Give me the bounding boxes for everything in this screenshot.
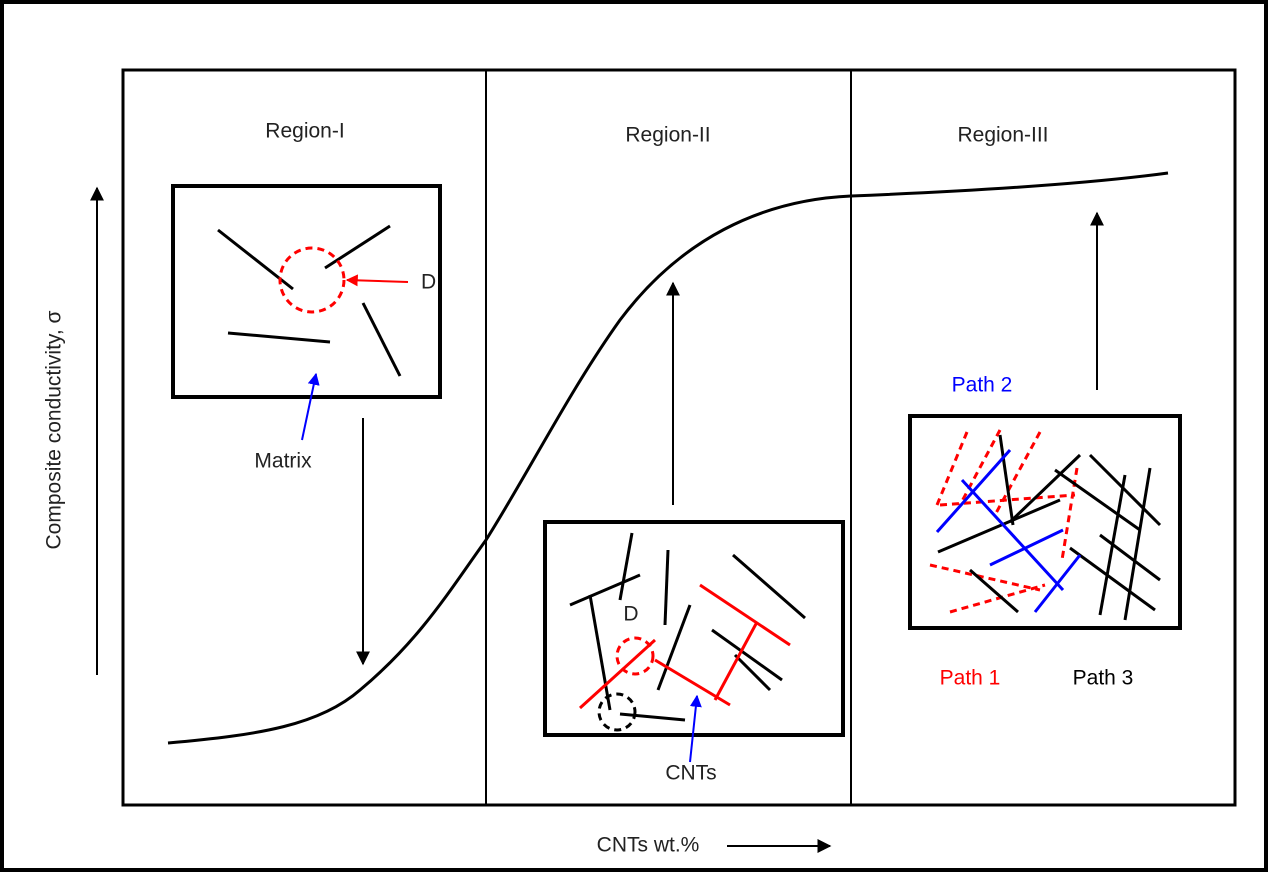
- annotation: CNTs: [665, 762, 716, 785]
- annotation: D: [623, 603, 638, 626]
- region-label: Region-II: [625, 124, 710, 147]
- x-axis-label: CNTs wt.%: [597, 834, 700, 857]
- annotation: Path 3: [1073, 667, 1134, 690]
- annotation: Path 1: [940, 667, 1001, 690]
- inset-region-3: [910, 416, 1180, 628]
- region-label: Region-I: [265, 120, 344, 143]
- region-label: Region-III: [957, 124, 1048, 147]
- annotation: Matrix: [254, 450, 312, 473]
- plot-frame: [123, 70, 1235, 805]
- annotation: D: [421, 271, 436, 294]
- y-axis-label: Composite conductivity, σ: [43, 310, 66, 549]
- annotation: Path 2: [952, 374, 1013, 397]
- diagram: Composite conductivity, σ CNTs wt.% Regi…: [0, 0, 1268, 872]
- inset-region-1: [173, 186, 440, 440]
- inset-region-2: [545, 522, 843, 762]
- conductivity-curve: [168, 173, 1168, 743]
